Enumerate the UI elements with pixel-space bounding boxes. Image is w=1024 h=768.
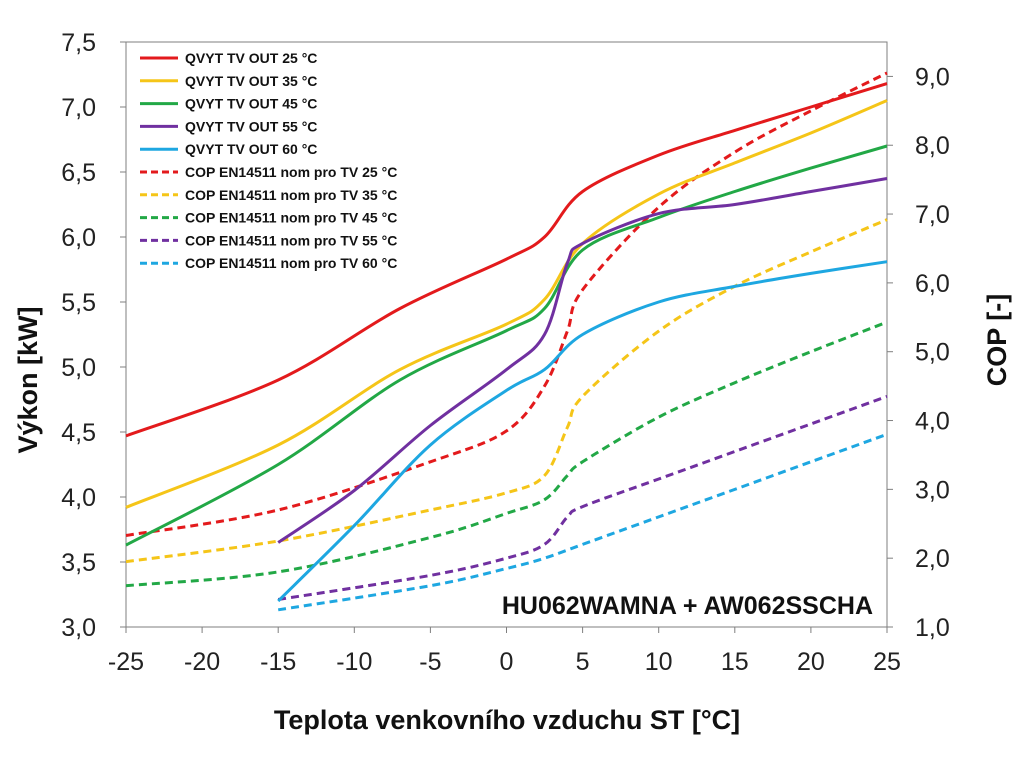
series-line-3 (277, 177, 888, 544)
x-tick-label: -20 (184, 648, 220, 676)
y-tick-label: 3,5 (61, 549, 96, 577)
y2-tick-label: 3,0 (915, 476, 950, 504)
legend: QVYT TV OUT 25 °C QVYT TV OUT 35 °C QVYT T… (140, 50, 397, 271)
y-tick-label: 4,0 (61, 484, 96, 512)
y2-axis-title: COP [-] (982, 294, 1012, 387)
x-tick-label: 10 (645, 648, 673, 676)
legend-label-4: QVYT TV OUT 60 °C (185, 141, 317, 157)
legend-label-8: COP EN14511 nom pro TV 55 °C (185, 232, 397, 248)
series-line-4 (277, 260, 888, 603)
series-line-6 (125, 218, 888, 564)
series-line-8 (277, 394, 888, 601)
legend-label-1: QVYT TV OUT 35 °C (185, 73, 317, 89)
series-line-0 (125, 82, 888, 438)
legend-label-3: QVYT TV OUT 55 °C (185, 118, 317, 134)
x-tick-label: -15 (260, 648, 296, 676)
y-tick-label: 6,0 (61, 224, 96, 252)
y-tick-label: 6,5 (61, 159, 96, 187)
legend-label-5: COP EN14511 nom pro TV 25 °C (185, 164, 397, 180)
legend-label-0: QVYT TV OUT 25 °C (185, 50, 317, 66)
y2-tick-label: 5,0 (915, 339, 950, 367)
legend-label-9: COP EN14511 nom pro TV 60 °C (185, 255, 397, 271)
series-line-1 (125, 99, 888, 509)
series-line-7 (125, 320, 888, 588)
legend-label-7: COP EN14511 nom pro TV 45 °C (185, 210, 397, 226)
x-axis-title: Teplota venkovního vzduchu ST [°C] (274, 705, 740, 735)
chart-annotation: HU062WAMNA + AW062SSCHA (502, 592, 873, 620)
y-tick-label: 5,0 (61, 354, 96, 382)
series-line-5 (125, 71, 888, 537)
legend-label-6: COP EN14511 nom pro TV 35 °C (185, 187, 397, 203)
series-line-9 (277, 432, 888, 612)
y2-tick-label: 8,0 (915, 132, 950, 160)
y-tick-label: 3,0 (61, 614, 96, 642)
x-tick-label: 5 (576, 648, 590, 676)
x-tick-label: 25 (873, 648, 901, 676)
series-lines (125, 71, 888, 612)
y-tick-label: 5,5 (61, 289, 96, 317)
y-tick-label: 7,5 (61, 29, 96, 57)
y2-tick-label: 7,0 (915, 201, 950, 229)
axes: -25 -20 -15 -10 -5 0 5 10 15 20 25 3,0 3,5 4,0 4,5 5,0 5… (61, 29, 950, 676)
x-tick-label: -25 (108, 648, 144, 676)
x-tick-label: 15 (721, 648, 749, 676)
y2-tick-label: 2,0 (915, 545, 950, 573)
x-tick-label: -5 (419, 648, 441, 676)
y2-tick-label: 4,0 (915, 408, 950, 436)
x-tick-label: 20 (797, 648, 825, 676)
x-tick-label: -10 (336, 648, 372, 676)
y2-tick-label: 6,0 (915, 270, 950, 298)
y2-tick-label: 9,0 (915, 63, 950, 91)
y-tick-label: 4,5 (61, 419, 96, 447)
x-tick-label: 0 (500, 648, 514, 676)
y2-tick-label: 1,0 (915, 614, 950, 642)
y-axis-title: Výkon [kW] (13, 306, 43, 453)
series-line-2 (125, 144, 888, 547)
legend-label-2: QVYT TV OUT 45 °C (185, 96, 317, 112)
y-tick-label: 7,0 (61, 94, 96, 122)
